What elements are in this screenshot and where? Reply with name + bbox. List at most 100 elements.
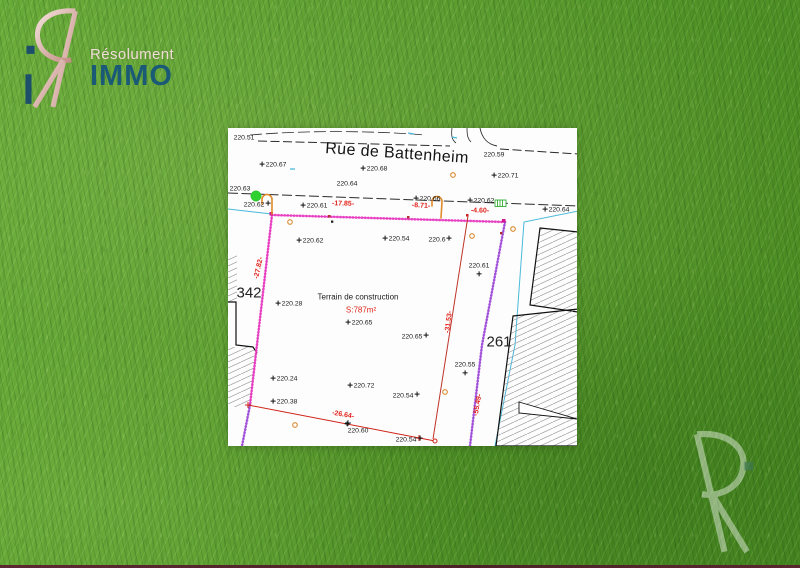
elevation-value: 220.71 [497, 172, 519, 180]
boundary-purple [240, 220, 507, 446]
bottom-border-strip [0, 565, 800, 568]
survey-cross-icon [345, 319, 351, 325]
survey-cross-icon [414, 391, 420, 397]
survey-cross-icon [300, 202, 306, 208]
survey-cross-icon [382, 235, 388, 241]
parcel-number-right: 261 [486, 333, 512, 351]
elevation-point: 220.65 [345, 319, 372, 328]
survey-cross-icon [270, 375, 276, 381]
green-striped-badge [494, 199, 507, 207]
elevation-point: 220.64 [336, 180, 358, 189]
elevation-point: 220.71 [491, 172, 519, 181]
elevation-point: 220.66 [413, 195, 441, 204]
green-marker-dot [250, 190, 262, 202]
survey-cross-icon [347, 382, 353, 388]
elevation-value: 220.60 [347, 426, 369, 434]
elevation-value: 220.66 [419, 195, 441, 203]
parcel-number-left: 342 [236, 284, 262, 302]
elevation-point: 220.65 [401, 332, 429, 342]
survey-cross-icon [360, 165, 366, 171]
elevation-value: 220.55 [454, 361, 476, 369]
elevation-point: 220.51 [233, 134, 255, 143]
elevation-point: 220.55 [454, 361, 476, 376]
elevation-value: 220.54 [388, 235, 410, 243]
building-hatch-right-lower [495, 308, 577, 446]
orange-circle-markers [287, 172, 516, 428]
elevation-value: 220.64 [336, 180, 358, 188]
elevation-value: 220.72 [353, 382, 375, 390]
elevation-value: 220.54 [395, 436, 417, 444]
brand-monogram-icon [25, 8, 78, 109]
survey-cross-icon [542, 206, 548, 212]
survey-cross-icon [467, 197, 473, 203]
survey-cross-icon [265, 200, 271, 206]
elevation-point: 220.61 [468, 262, 490, 277]
elevation-value: 220.62 [243, 201, 265, 209]
survey-cross-icon [462, 370, 468, 376]
elevation-value: 220.63 [229, 185, 251, 193]
survey-cross-icon [296, 237, 302, 243]
survey-cross-icon [270, 398, 276, 404]
survey-cross-icon [344, 421, 350, 427]
surface-label: S:787m² [345, 305, 377, 315]
elevation-value: 220.28 [281, 300, 303, 308]
survey-cross-icon [413, 195, 419, 201]
elevation-point: 220.59 [483, 151, 505, 160]
dimension-label: -8.71- [411, 202, 431, 210]
elevation-point: 220.38 [270, 398, 298, 407]
brand-watermark-icon [693, 430, 754, 554]
elevation-point: 220.62 [243, 200, 271, 210]
building-hatch-left [228, 255, 258, 407]
vertex-markers [269, 212, 506, 235]
elevation-point: 220.62 [467, 197, 495, 206]
elevation-point: 220.67 [259, 161, 286, 170]
elevation-value: 220.24 [276, 375, 298, 383]
elevation-value: 220.68 [366, 165, 388, 173]
plan-linework [228, 128, 577, 446]
elevation-value: 220.61 [468, 262, 490, 270]
elevation-point: 220.28 [275, 300, 303, 309]
dimension-label: -4.60- [470, 207, 490, 215]
survey-cross-icon [446, 235, 452, 241]
elevation-value: 220.62 [473, 197, 495, 205]
elevation-point: 220.54 [382, 235, 410, 244]
elevation-point: 220.68 [360, 165, 388, 174]
elevation-value: 220.59 [483, 151, 505, 159]
elevation-point: 220.54 [395, 435, 423, 445]
elevation-point: 220.62 [296, 237, 324, 246]
hydrant-hook-icons [261, 193, 443, 219]
survey-cross-icon [423, 332, 429, 338]
survey-cross-icon [491, 172, 497, 178]
survey-cross-icon [417, 435, 423, 441]
elevation-value: 220.38 [276, 398, 298, 406]
elevation-point: 220.64 [542, 206, 570, 215]
elevation-value: 220.51 [233, 134, 255, 142]
red-lines [245, 215, 469, 444]
elevation-value: 220.61 [306, 202, 328, 210]
boundary-pink [248, 213, 507, 407]
brand-tagline: Résolument [90, 46, 175, 63]
elevation-point: 220.61 [300, 202, 328, 211]
elevation-point: 220.24 [270, 375, 298, 384]
elevation-point: 220.54 [392, 391, 420, 401]
dimension-label: -17.85- [331, 200, 355, 208]
brand-text: Résolument IMMO [90, 46, 174, 91]
cadastral-plan: Rue de Battenheim 342 261 Terrain de con… [228, 128, 577, 446]
elevation-point: 220.72 [347, 382, 375, 391]
elevation-point: 220.60 [344, 421, 369, 434]
survey-cross-icon [275, 300, 281, 306]
elevation-value: 220.62 [302, 237, 324, 245]
elevation-value: 220.64 [548, 206, 570, 214]
survey-cross-icon [476, 271, 482, 277]
brand-name: IMMO [90, 60, 173, 92]
elevation-value: 220.65 [401, 333, 423, 341]
terrain-label: Terrain de construction [317, 292, 399, 302]
elevation-point: 220.63 [229, 185, 251, 194]
elevation-point: 220.6 [428, 235, 452, 245]
elevation-value: 220.54 [392, 392, 414, 400]
survey-cross-icon [259, 161, 265, 167]
building-hatch-right-upper [529, 227, 577, 313]
elevation-value: 220.6 [428, 236, 446, 244]
brand-logo: Résolument IMMO [22, 8, 174, 110]
